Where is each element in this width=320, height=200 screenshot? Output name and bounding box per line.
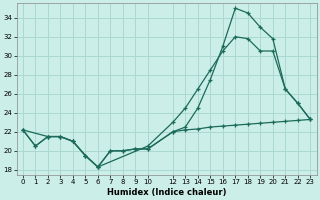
X-axis label: Humidex (Indice chaleur): Humidex (Indice chaleur) [107, 188, 226, 197]
